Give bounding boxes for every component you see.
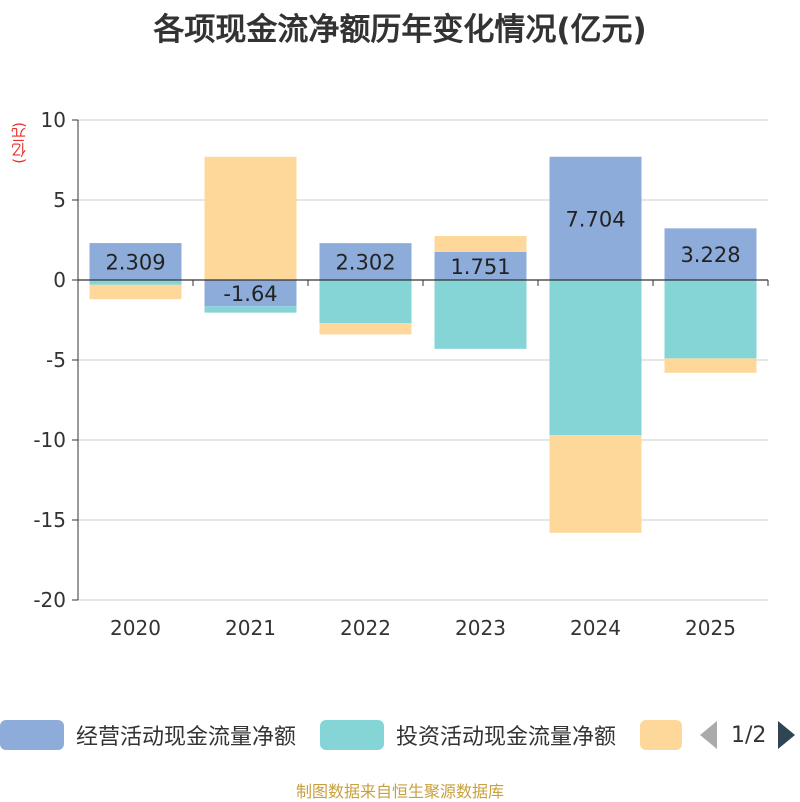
x-tick-label: 2023 [455, 616, 506, 640]
bar-segment-series-2 [549, 435, 642, 533]
bar-segment-series-1 [89, 280, 182, 285]
bar-layer [89, 156, 757, 533]
bar-segment-series-0 [549, 156, 642, 280]
bar-segment-series-0 [89, 243, 182, 280]
y-tick-label: 0 [53, 268, 66, 292]
bar-data-label: 2.309 [105, 251, 165, 275]
legend-prev-icon[interactable] [700, 721, 717, 749]
bar-segment-series-0 [319, 243, 412, 280]
bar-segment-series-2 [319, 323, 412, 335]
legend-pager: 1/2 [700, 718, 796, 752]
bar-data-label: 2.302 [335, 251, 395, 275]
y-tick-label: -15 [33, 508, 66, 532]
bar-segment-series-1 [664, 280, 757, 359]
bar-segment-series-1 [319, 280, 412, 324]
legend-next-icon[interactable] [778, 721, 796, 749]
legend-label-investing: 投资活动现金流量净额 [396, 725, 617, 750]
bar-segment-series-0 [204, 280, 297, 307]
legend-swatch-investing [320, 720, 384, 750]
bar-data-label: 7.704 [565, 207, 625, 231]
bar-segment-series-1 [434, 280, 527, 349]
bar-data-label: 3.228 [680, 243, 740, 267]
x-tick-label: 2024 [570, 616, 621, 640]
bar-data-label: -1.64 [223, 282, 277, 306]
data-source-note: 制图数据来自恒生聚源数据库 [295, 782, 504, 801]
legend-swatch-financing [640, 720, 682, 750]
legend: 经营活动现金流量净额 投资活动现金流量净额 1/2 [0, 716, 800, 756]
grid-layer [78, 119, 768, 601]
y-tick-label: -20 [33, 588, 66, 612]
bar-segment-series-1 [204, 306, 297, 313]
bar-segment-series-2 [434, 235, 527, 252]
x-tick-label: 2021 [225, 616, 276, 640]
legend-label-operating: 经营活动现金流量净额 [76, 725, 297, 750]
bar-segment-series-2 [664, 358, 757, 373]
legend-item-financing[interactable] [640, 718, 682, 752]
y-tick-label: 5 [53, 188, 66, 212]
chart-title: 各项现金流净额历年变化情况(亿元) [153, 12, 647, 48]
bar-segment-series-2 [204, 156, 297, 280]
label-layer: 2.309 -1.64 2.302 1.751 7.704 3.228 [105, 207, 740, 306]
axis-layer: 10 5 0 -5 -10 -15 -20 2020 2021 2022 2023 2024 2025 [33, 108, 769, 640]
legend-page-indicator: 1/2 [731, 722, 767, 748]
y-tick-label: -10 [33, 428, 66, 452]
bar-segment-series-1 [549, 280, 642, 436]
x-tick-label: 2025 [685, 616, 736, 640]
y-tick-label: 10 [41, 108, 66, 132]
x-tick-label: 2020 [110, 616, 161, 640]
legend-swatch-operating [0, 720, 64, 750]
bar-segment-series-0 [434, 251, 527, 280]
bar-segment-series-0 [664, 228, 757, 280]
legend-item-investing[interactable]: 投资活动现金流量净额 [320, 718, 616, 752]
legend-item-operating[interactable]: 经营活动现金流量净额 [0, 718, 296, 752]
bar-data-label: 1.751 [450, 255, 510, 279]
bar-segment-series-2 [89, 284, 182, 300]
x-tick-label: 2022 [340, 616, 391, 640]
y-tick-label: -5 [46, 348, 66, 372]
